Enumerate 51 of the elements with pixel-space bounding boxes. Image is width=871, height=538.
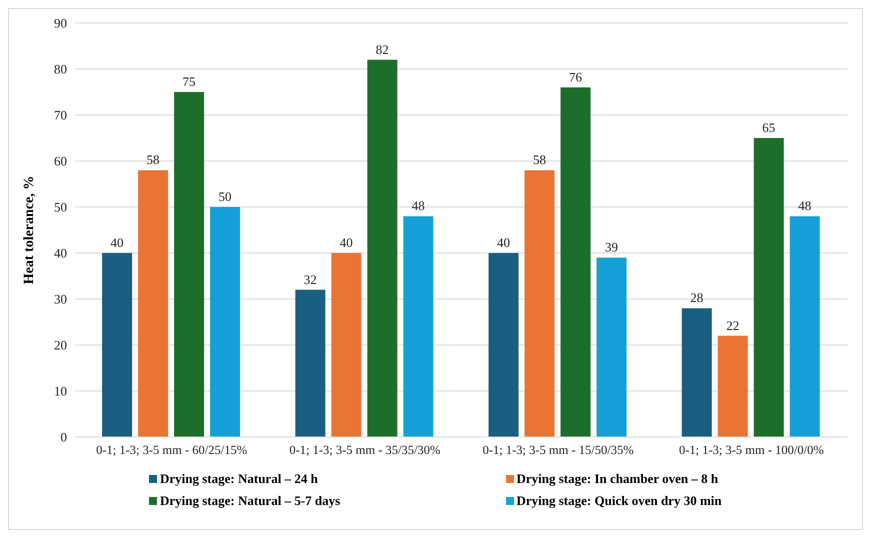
legend-label: Drying stage: Quick oven dry 30 min: [516, 493, 722, 509]
bar: [596, 258, 627, 437]
x-tick-label: 0-1; 1-3; 3-5 mm - 60/25/15%: [96, 442, 248, 457]
data-label: 65: [762, 120, 776, 135]
y-tick-label: 10: [54, 384, 67, 399]
x-tick-label: 0-1; 1-3; 3-5 mm - 100/0/0%: [678, 442, 824, 457]
data-label: 28: [690, 290, 704, 306]
bar: [331, 253, 362, 437]
y-tick-label: 70: [54, 108, 67, 123]
bar: [488, 253, 519, 437]
bar: [790, 216, 820, 437]
data-label: 82: [376, 42, 389, 57]
data-label: 58: [533, 152, 546, 168]
x-tick-label: 0-1; 1-3; 3-5 mm - 35/35/30%: [289, 442, 440, 457]
bar: [174, 92, 204, 437]
data-label: 76: [569, 69, 583, 84]
bar: [138, 170, 168, 437]
data-label: 48: [412, 198, 425, 214]
data-label: 58: [146, 152, 160, 168]
y-axis-title: Heat tolerance, %: [22, 176, 37, 284]
bar: [682, 308, 712, 437]
bar: [560, 87, 591, 437]
data-label: 39: [605, 240, 618, 255]
bar: [403, 216, 434, 437]
legend-label: Drying stage: Natural – 24 h: [160, 471, 318, 487]
data-label: 40: [497, 235, 510, 250]
y-tick-label: 80: [54, 62, 67, 77]
data-label: 32: [304, 272, 317, 287]
y-tick-label: 0: [60, 430, 67, 445]
x-tick-label: 0-1; 1-3; 3-5 mm - 15/50/35%: [482, 442, 634, 457]
data-label: 22: [726, 318, 740, 333]
data-label: 40: [340, 235, 353, 250]
data-label: 75: [182, 74, 196, 89]
y-tick-label: 60: [54, 154, 67, 169]
bar: [754, 138, 784, 437]
bar: [367, 60, 398, 437]
bar: [210, 207, 240, 437]
y-tick-label: 20: [54, 338, 67, 353]
data-label: 50: [218, 189, 232, 204]
data-label: 48: [798, 198, 812, 214]
bar: [102, 253, 132, 437]
bar: [524, 170, 555, 437]
y-tick-label: 30: [54, 292, 67, 307]
bar: [718, 336, 748, 437]
legend-label: Drying stage: Natural – 5-7 days: [160, 493, 340, 509]
y-tick-label: 50: [54, 200, 67, 215]
y-tick-label: 90: [54, 16, 67, 31]
bar: [295, 290, 326, 437]
legend-label: Drying stage: In chamber oven – 8 h: [516, 471, 718, 487]
y-tick-label: 40: [54, 246, 67, 261]
data-label: 40: [110, 235, 124, 250]
